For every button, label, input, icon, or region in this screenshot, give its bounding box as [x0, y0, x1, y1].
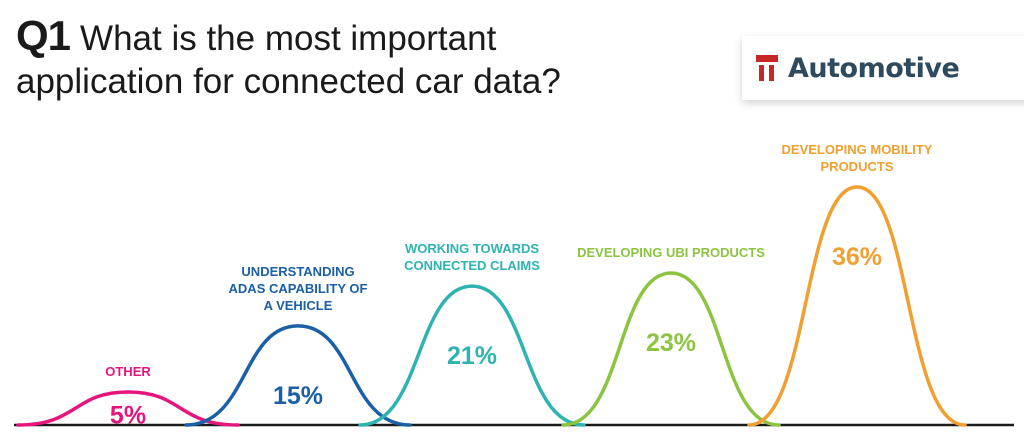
category-label-5: DEVELOPING MOBILITY PRODUCTS [782, 142, 933, 174]
brand-name: Automotive [788, 52, 960, 84]
category-label-4: DEVELOPING UBI PRODUCTS [577, 245, 765, 260]
brand-card: Automotive [742, 36, 1024, 100]
question-number: Q1 [16, 12, 71, 59]
question-text: What is the most important application f… [16, 19, 561, 101]
bell-curve-1 [16, 390, 240, 427]
bell-curve-3 [358, 284, 586, 427]
value-label-4: 23% [646, 329, 696, 357]
bell-curve-5 [747, 185, 967, 427]
bell-curve-2 [184, 324, 412, 427]
category-label-1: OTHER [105, 364, 151, 379]
value-label-1: 5% [110, 402, 146, 430]
value-label-3: 21% [447, 342, 497, 370]
chart-title: Q1 What is the most important application… [16, 14, 576, 103]
tu-logo-icon [756, 55, 778, 81]
value-label-2: 15% [273, 382, 323, 410]
bell-curve-4 [561, 271, 781, 427]
category-label-2: UNDERSTANDING ADAS CAPABILITY OF A VEHICLE [229, 264, 368, 313]
value-label-5: 36% [832, 243, 882, 271]
category-label-3: WORKING TOWARDS CONNECTED CLAIMS [404, 241, 540, 273]
